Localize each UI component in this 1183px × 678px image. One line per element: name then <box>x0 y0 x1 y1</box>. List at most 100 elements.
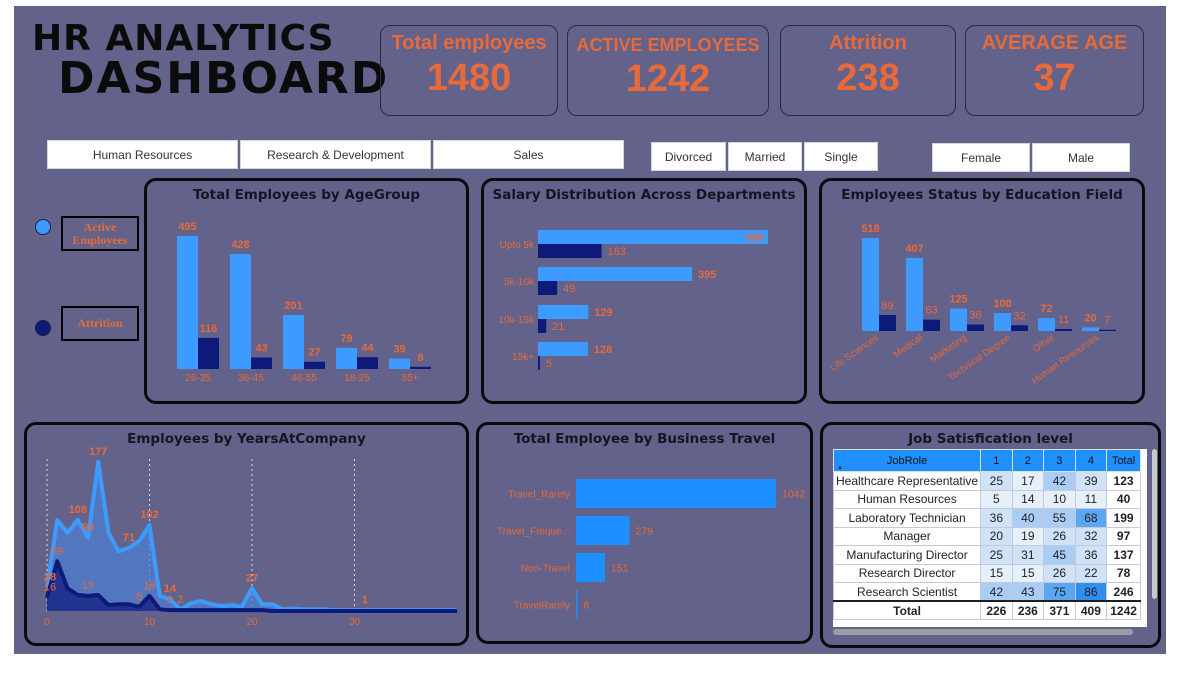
cell-level-3: 10 <box>1043 489 1076 509</box>
cell-level-1: 36 <box>980 508 1013 528</box>
chart-salary: Upto 5k 590 163 5k-10k 395 49 10k-15k 129 21 15k+… <box>498 230 768 370</box>
data-label-26-35-attrition: 116 <box>200 323 218 335</box>
cell-total-label: Total <box>833 600 982 620</box>
cell-row-total: 199 <box>1106 508 1141 528</box>
legend-attrition-dot <box>35 320 51 336</box>
bar-36-45-active <box>230 254 251 369</box>
bar-human-resources-active <box>1082 327 1099 331</box>
legend-attrition[interactable]: Attrition <box>61 306 139 341</box>
x-tick-20: 20 <box>246 617 258 628</box>
data-label-human-resources-attrition: 7 <box>1104 315 1110 327</box>
column-header-1[interactable]: 1 <box>980 449 1013 472</box>
cell-level-2: 31 <box>1011 545 1045 565</box>
cell-level-4: 32 <box>1074 526 1108 546</box>
data-label-9: 102 <box>140 509 158 521</box>
slicer-marital-single[interactable]: Single <box>804 142 878 171</box>
cell-row-total: 123 <box>1106 471 1141 491</box>
legend-active-dot <box>35 219 51 235</box>
slicer-dept-human-resources[interactable]: Human Resources <box>47 140 238 169</box>
bar-18-25-active <box>336 347 357 369</box>
bar-55-active <box>389 358 410 369</box>
table-title-jobsat: Job Satisfication level <box>908 431 1073 447</box>
slicer-gender-male[interactable]: Male <box>1032 143 1130 172</box>
table-row: Laboratory Technician 36 40 55 68 199 <box>833 508 1141 528</box>
chart-title-years: Employees by YearsAtCompany <box>127 431 366 447</box>
cell-level-1: 20 <box>980 526 1013 546</box>
table-row: Manager 20 19 26 32 97 <box>833 526 1141 546</box>
data-label-human-resources-active: 20 <box>1084 312 1096 324</box>
table-header-row: JobRole ▲ 1 2 3 4 Total <box>833 449 1141 472</box>
data-label-18-25-active: 79 <box>340 333 352 345</box>
slicer-marital-divorced[interactable]: Divorced <box>651 142 726 171</box>
bar-upto-5k-attrition <box>538 244 602 258</box>
x-tick-36-45: 36-45 <box>238 373 264 384</box>
x-tick-other: Other <box>1031 332 1057 355</box>
area-active <box>47 461 457 611</box>
cell-row-total: 97 <box>1106 526 1141 546</box>
dashboard-canvas: HR ANALYTICS DASHBOARD Total employees 1… <box>14 6 1166 654</box>
bar-human-resources-attrition <box>1099 329 1116 331</box>
table-vertical-scrollbar[interactable] <box>1152 449 1157 599</box>
data-label-2: 59 <box>51 545 63 557</box>
cell-level-4: 22 <box>1074 563 1108 583</box>
data-label-12: 0 <box>167 594 173 606</box>
column-header-4[interactable]: 4 <box>1074 449 1108 472</box>
x-tick-30: 30 <box>349 617 361 628</box>
x-tick-46-55: 46-55 <box>291 373 317 384</box>
table-row: Research Director 15 15 26 22 78 <box>833 563 1141 583</box>
cell-level-2: 15 <box>1011 563 1045 583</box>
data-label-other-active: 72 <box>1040 303 1052 315</box>
column-header-total[interactable]: Total <box>1106 449 1141 472</box>
slicer-marital-married[interactable]: Married <box>728 142 802 171</box>
panel-education: Employees Status by Education Field 518 8… <box>819 178 1145 404</box>
slicer-dept-sales[interactable]: Sales <box>433 140 624 169</box>
cell-level-3: 55 <box>1043 508 1076 528</box>
bar-technical-degree-active <box>994 313 1011 331</box>
data-label-upto-5k-attrition: 163 <box>608 246 626 258</box>
cell-level-2: 43 <box>1011 582 1045 602</box>
y-tick-travel-freque: Travel_Freque... <box>497 527 570 538</box>
x-tick-medical: Medical <box>892 332 925 360</box>
slicer-gender-female[interactable]: Female <box>932 143 1030 172</box>
cell-level-1: 5 <box>980 489 1013 509</box>
bar-10k-15k-active <box>538 305 589 319</box>
cell-level-2: 14 <box>1011 489 1045 509</box>
column-header-3[interactable]: 3 <box>1043 449 1076 472</box>
chart-age-group: 495 116 26-35 428 43 36-45 201 27 46-55 79 44 18-25… <box>177 221 431 384</box>
bar-5k-10k-attrition <box>538 281 558 295</box>
column-header-2[interactable]: 2 <box>1011 449 1045 472</box>
bar-marketing-active <box>950 308 967 331</box>
cell-job-role: Manager <box>833 526 982 546</box>
cell-level-4: 11 <box>1074 489 1108 509</box>
job-satisfaction-table: JobRole ▲ 1 2 3 4 Total Healthcare Representati… <box>833 449 1141 620</box>
bar-26-35-active <box>177 236 198 369</box>
data-label-36-45-attrition: 43 <box>255 342 267 354</box>
data-label-26-35-active: 495 <box>178 221 196 233</box>
data-label-18-25-attrition: 44 <box>361 342 374 354</box>
y-tick-non-travel: Non-Travel <box>521 564 570 575</box>
bar-46-55-active <box>283 314 304 369</box>
data-label-55-active: 39 <box>393 344 405 356</box>
slicer-dept-research-development[interactable]: Research & Development <box>240 140 431 169</box>
bar-non-travel <box>576 553 605 582</box>
panel-job-satisfaction: Job Satisfication level JobRole ▲ 1 2 3 4 Tota… <box>820 422 1161 648</box>
data-label-13: 2 <box>177 594 183 606</box>
cell-row-total: 78 <box>1106 563 1141 583</box>
job-satisfaction-table-wrap[interactable]: JobRole ▲ 1 2 3 4 Total Healthcare Representati… <box>833 449 1147 627</box>
bar-medical-attrition <box>923 319 940 331</box>
column-header-jobrole[interactable]: JobRole ▲ <box>833 449 982 472</box>
dashboard-title-line2: DASHBOARD <box>58 53 390 104</box>
chart-title-salary: Salary Distribution Across Departments <box>492 187 796 203</box>
table-row: Research Scientist 42 43 75 86 246 <box>833 582 1141 602</box>
sort-ascending-icon[interactable]: ▲ <box>837 465 843 471</box>
panel-salary: Salary Distribution Across Departments U… <box>481 178 807 404</box>
legend-active-employees[interactable]: Active Employees <box>61 216 139 251</box>
kpi-value: 1242 <box>625 58 711 100</box>
cell-total-1: 226 <box>980 600 1013 620</box>
data-label-life-sciences-active: 518 <box>861 223 879 235</box>
table-horizontal-scrollbar[interactable] <box>833 629 1133 635</box>
chart-title-travel: Total Employee by Business Travel <box>513 431 776 447</box>
data-label-marketing-attrition: 36 <box>969 310 981 322</box>
data-label-15k-active: 128 <box>594 344 612 356</box>
